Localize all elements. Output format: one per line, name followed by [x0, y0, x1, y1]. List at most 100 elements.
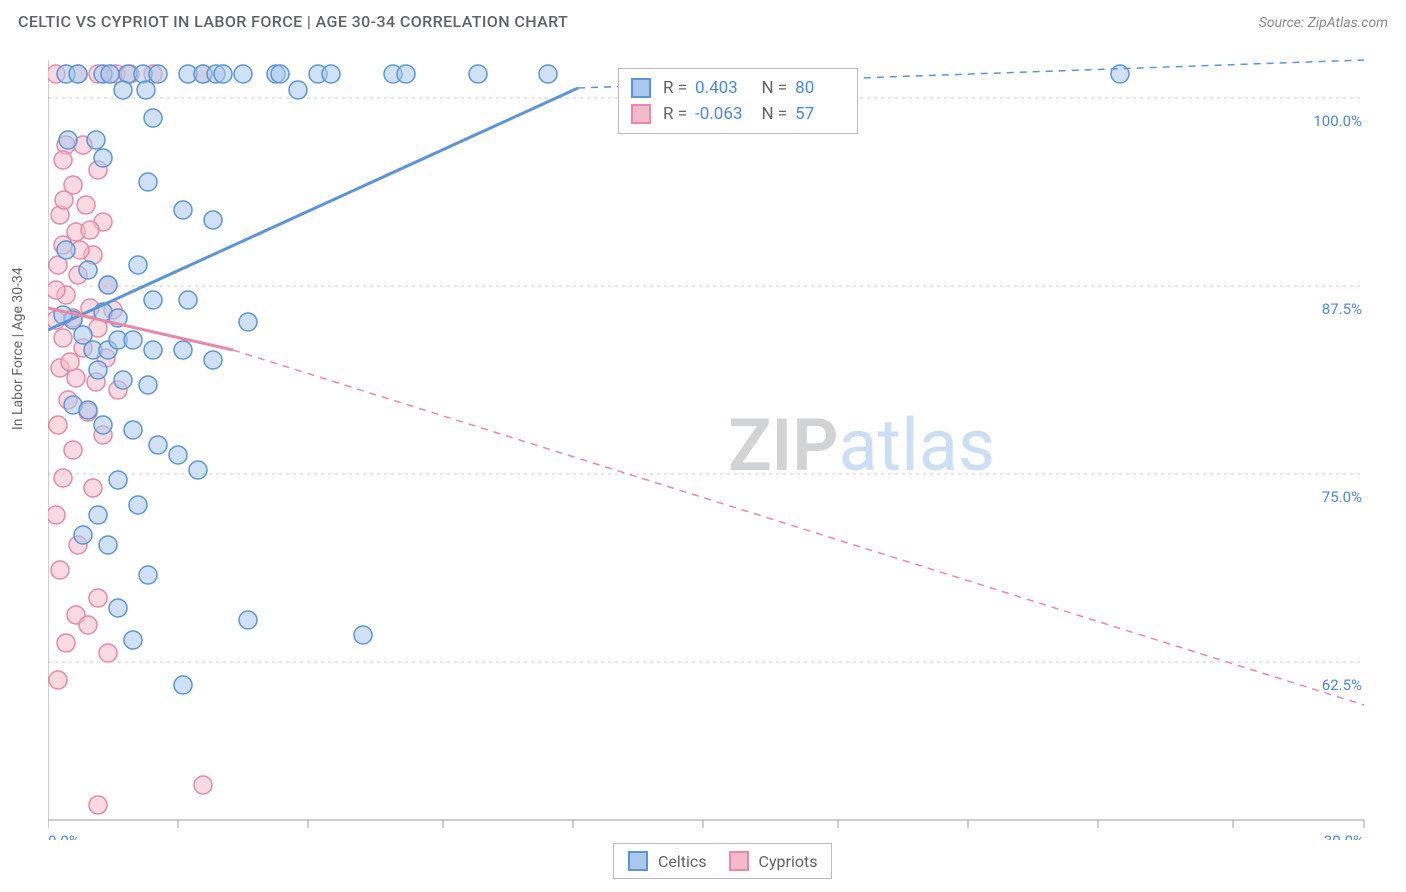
correlation-chart: 100.0% 87.5% 75.0% 62.5% 0.0% 30.0% ZIPatlas R… [48, 50, 1388, 840]
data-point [174, 676, 192, 694]
data-point [239, 611, 257, 629]
x-max-label: 30.0% [1324, 832, 1364, 840]
y-tick-label: 75.0% [1322, 488, 1362, 506]
r-value: 0.403 [695, 75, 745, 101]
data-point [271, 65, 289, 83]
data-point [322, 65, 340, 83]
legend-swatch [628, 851, 648, 871]
legend-swatch [729, 851, 749, 871]
data-point [149, 65, 167, 83]
data-point [124, 331, 142, 349]
data-point [79, 401, 97, 419]
data-point [129, 496, 147, 514]
data-point [114, 81, 132, 99]
y-tick-label: 62.5% [1322, 676, 1362, 694]
data-point [89, 506, 107, 524]
legend-label: Cypriots [759, 852, 818, 871]
data-point [114, 371, 132, 389]
data-point [214, 65, 232, 83]
y-axis-label: In Labor Force | Age 30-34 [10, 267, 26, 430]
data-point [149, 436, 167, 454]
chart-svg: 100.0% 87.5% 75.0% 62.5% 0.0% 30.0% ZIPatlas [48, 50, 1388, 840]
regression-line [48, 88, 578, 330]
data-point [144, 291, 162, 309]
y-tick-label: 100.0% [1313, 112, 1362, 130]
data-point [397, 65, 415, 83]
stat-label: R = [663, 101, 687, 127]
data-point [57, 634, 75, 652]
data-point [61, 353, 79, 371]
data-point [239, 313, 257, 331]
data-point [99, 276, 117, 294]
legend-item: Celtics [628, 851, 707, 871]
data-point [179, 291, 197, 309]
data-point [59, 131, 77, 149]
data-point [144, 341, 162, 359]
data-point [194, 776, 212, 794]
data-point [204, 211, 222, 229]
data-point [139, 566, 157, 584]
data-point [79, 261, 97, 279]
data-point [74, 526, 92, 544]
data-point [49, 416, 67, 434]
n-value: 57 [795, 101, 845, 127]
data-point [99, 644, 117, 662]
data-point [55, 191, 73, 209]
data-point [57, 241, 75, 259]
legend-label: Celtics [658, 852, 707, 871]
data-point [139, 376, 157, 394]
data-point [289, 81, 307, 99]
data-point [87, 131, 105, 149]
n-value: 80 [795, 75, 845, 101]
data-point [48, 506, 65, 524]
chart-title: CELTIC VS CYPRIOT IN LABOR FORCE | AGE 3… [18, 12, 568, 31]
data-point [77, 196, 95, 214]
watermark: ZIPatlas [728, 403, 995, 488]
data-point [89, 361, 107, 379]
data-point [139, 173, 157, 191]
data-point [51, 561, 69, 579]
data-point [64, 441, 82, 459]
data-point [101, 65, 119, 83]
source-attribution: Source: ZipAtlas.com [1259, 15, 1388, 31]
data-point [69, 65, 87, 83]
data-point [234, 65, 252, 83]
series-swatch [631, 104, 651, 124]
r-value: -0.063 [695, 101, 745, 127]
data-point [94, 149, 112, 167]
data-point [89, 796, 107, 814]
data-point [174, 341, 192, 359]
data-point [54, 469, 72, 487]
stat-label: N = [753, 101, 787, 127]
data-point [144, 109, 162, 127]
data-point [54, 151, 72, 169]
x-min-label: 0.0% [48, 832, 80, 840]
data-point [99, 536, 117, 554]
stat-label: R = [663, 75, 687, 101]
y-tick-label: 87.5% [1322, 300, 1362, 318]
data-point [137, 81, 155, 99]
data-point [49, 671, 67, 689]
data-point [169, 446, 187, 464]
stats-row: R = 0.403 N = 80 [631, 75, 845, 101]
data-point [204, 351, 222, 369]
data-point [48, 281, 65, 299]
data-point [469, 65, 487, 83]
data-point [109, 599, 127, 617]
data-point [354, 626, 372, 644]
correlation-stats-box: R = 0.403 N = 80R = -0.063 N = 57 [618, 68, 858, 134]
data-point [109, 471, 127, 489]
stats-row: R = -0.063 N = 57 [631, 101, 845, 127]
data-point [89, 589, 107, 607]
data-point [129, 256, 147, 274]
data-point [54, 329, 72, 347]
data-point [94, 416, 112, 434]
data-point [84, 479, 102, 497]
data-point [189, 461, 207, 479]
data-point [174, 201, 192, 219]
data-point [81, 221, 99, 239]
data-point [79, 616, 97, 634]
data-point [539, 65, 557, 83]
data-point [124, 421, 142, 439]
series-legend: Celtics Cypriots [613, 843, 832, 879]
